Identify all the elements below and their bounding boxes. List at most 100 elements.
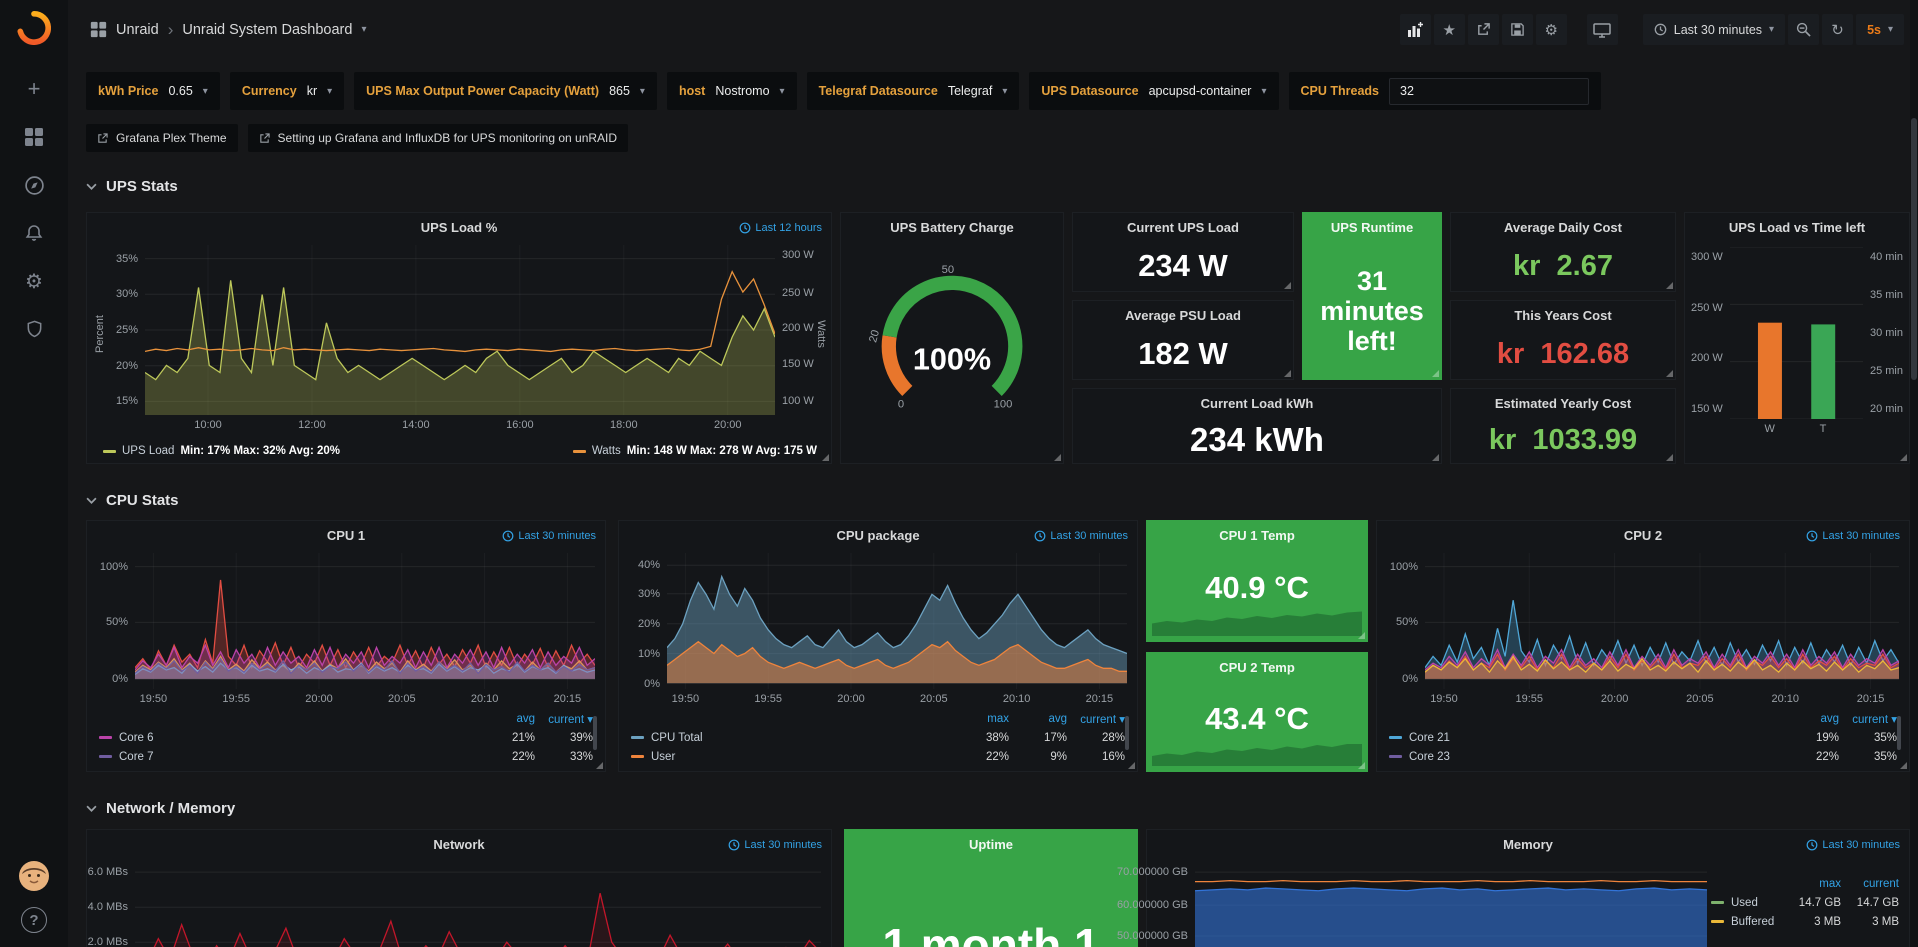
panel-time-range[interactable]: Last 30 minutes [502, 530, 596, 542]
breadcrumb-org[interactable]: Unraid [116, 21, 159, 38]
link-ups-monitoring-guide[interactable]: Setting up Grafana and InfluxDB for UPS … [247, 124, 629, 152]
legend-column-header[interactable]: max [1819, 877, 1841, 890]
legend-row[interactable]: User 22% 9% 16% [631, 747, 1125, 766]
legend-scrollbar[interactable] [593, 716, 597, 750]
sidebar-item-server-admin[interactable] [22, 317, 46, 341]
chart-legend[interactable]: avg current ▾ Core 21 19% 35% Core 23 22% 35% [1389, 709, 1901, 766]
chevron-down-icon[interactable]: ▾ [361, 24, 367, 35]
panel-title[interactable]: Average PSU Load [1125, 308, 1241, 323]
legend-row[interactable]: Used 14.7 GB 14.7 GB [1711, 893, 1899, 912]
plot-area[interactable] [667, 553, 1127, 689]
cpu-threads-input[interactable]: 32 [1389, 77, 1589, 105]
section-network-memory[interactable]: Network / Memory [86, 796, 235, 820]
plot-area[interactable] [135, 553, 595, 689]
legend-item[interactable]: UPS Load Min: 17% Max: 32% Avg: 20% [103, 445, 340, 457]
panel-title[interactable]: UPS Load vs Time left [1728, 220, 1866, 235]
panel-title[interactable]: Memory [1503, 837, 1553, 852]
variable-cpu-threads[interactable]: CPU Threads 32 [1288, 72, 1601, 110]
share-icon [1477, 23, 1490, 35]
chart-legend[interactable]: max avg current ▾ CPU Total 38% 17% 28% User 22%… [631, 709, 1129, 766]
plot-area[interactable] [1730, 247, 1863, 419]
plot-area[interactable] [145, 245, 775, 415]
legend-column-header[interactable]: avg [516, 712, 535, 725]
panel-time-range[interactable]: Last 30 minutes [1806, 530, 1900, 542]
panel-title[interactable]: UPS Battery Charge [890, 220, 1014, 235]
axis-tick: 10% [637, 647, 660, 660]
panel-title[interactable]: CPU 1 Temp [1219, 528, 1295, 543]
legend-column-header[interactable]: avg [1048, 712, 1067, 725]
section-cpu-stats[interactable]: CPU Stats [86, 488, 179, 512]
create-button[interactable]: + [22, 76, 46, 101]
variable-kwh-price[interactable]: kWh Price 0.65 ▾ [86, 72, 220, 110]
panel-title[interactable]: Network [433, 837, 485, 852]
panel-title[interactable]: Estimated Yearly Cost [1494, 396, 1632, 411]
star-button[interactable]: ★ [1433, 14, 1465, 45]
panel-title[interactable]: CPU 1 [326, 528, 366, 543]
sidebar-item-configuration[interactable]: ⚙ [22, 269, 46, 293]
save-button[interactable] [1501, 14, 1533, 45]
link-label: Grafana Plex Theme [116, 131, 227, 145]
panel-title[interactable]: Uptime [968, 837, 1014, 852]
panel-title[interactable]: Current UPS Load [1127, 220, 1239, 235]
help-button[interactable]: ? [21, 907, 47, 933]
legend-row[interactable]: Core 23 22% 35% [1389, 747, 1897, 766]
legend-row[interactable]: Core 6 21% 39% [99, 728, 593, 747]
plot-area[interactable] [135, 866, 821, 947]
time-range-picker[interactable]: Last 30 minutes ▾ [1642, 14, 1786, 45]
plot-area[interactable] [1195, 866, 1707, 947]
sidebar-item-alerting[interactable] [22, 221, 46, 245]
panel-title[interactable]: UPS Runtime [1330, 220, 1414, 235]
panel-time-range[interactable]: Last 12 hours [739, 222, 822, 234]
variable-currency[interactable]: Currency kr ▾ [229, 72, 345, 110]
panel-title[interactable]: Current Load kWh [1200, 396, 1314, 411]
refresh-button[interactable]: ↻ [1822, 14, 1854, 45]
panel-time-range[interactable]: Last 30 minutes [728, 839, 822, 851]
share-button[interactable] [1467, 14, 1499, 45]
legend-column-header[interactable]: current ▾ [1080, 713, 1125, 726]
plot-area[interactable] [1425, 553, 1899, 689]
scrollbar-thumb[interactable] [1911, 118, 1917, 380]
shield-icon [27, 320, 41, 338]
chart-legend[interactable]: avg current ▾ Core 6 21% 39% Core 7 22% 33% [99, 709, 597, 766]
panel-title[interactable]: CPU package [836, 528, 920, 543]
variable-ups-max-output[interactable]: UPS Max Output Power Capacity (Watt) 865… [354, 72, 657, 110]
panel-title[interactable]: CPU 2 [1623, 528, 1663, 543]
panel-title[interactable]: This Years Cost [1514, 308, 1612, 323]
panel-title[interactable]: UPS Load % [420, 220, 498, 235]
page-scrollbar[interactable] [1910, 0, 1918, 947]
sidebar-item-explore[interactable] [22, 173, 46, 197]
dashboard-title[interactable]: Unraid System Dashboard [182, 21, 353, 38]
sidebar-item-dashboards[interactable] [22, 125, 46, 149]
legend-column-header[interactable]: current [1863, 877, 1899, 890]
panel-header: UPS Battery Charge [841, 213, 1063, 245]
legend-row[interactable]: CPU Total 38% 17% 28% [631, 728, 1125, 747]
legend-column-header[interactable]: current ▾ [548, 713, 593, 726]
panel-title[interactable]: CPU 2 Temp [1219, 660, 1295, 675]
panel-title[interactable]: Average Daily Cost [1503, 220, 1622, 235]
legend-item[interactable]: Watts Min: 148 W Max: 278 W Avg: 175 W [572, 445, 817, 457]
legend-scrollbar[interactable] [1125, 716, 1129, 750]
refresh-interval-dropdown[interactable]: 5s ▾ [1856, 14, 1904, 45]
add-panel-button[interactable] [1399, 14, 1431, 45]
grafana-logo[interactable] [17, 11, 51, 45]
legend-column-header[interactable]: avg [1820, 712, 1839, 725]
zoom-out-button[interactable] [1788, 14, 1820, 45]
variable-host[interactable]: host Nostromo ▾ [666, 72, 797, 110]
legend-row[interactable]: Buffered 3 MB 3 MB [1711, 912, 1899, 931]
variable-ups-datasource[interactable]: UPS Datasource apcupsd-container ▾ [1029, 72, 1279, 110]
legend-row[interactable]: Core 21 19% 35% [1389, 728, 1897, 747]
user-avatar[interactable] [19, 861, 49, 891]
legend-scrollbar[interactable] [1897, 716, 1901, 750]
cycle-view-mode-button[interactable] [1586, 14, 1618, 45]
legend-row[interactable]: Core 7 22% 33% [99, 747, 593, 766]
variable-telegraf-datasource[interactable]: Telegraf Datasource Telegraf ▾ [806, 72, 1020, 110]
legend-column-header[interactable]: max [987, 712, 1009, 725]
section-ups-stats[interactable]: UPS Stats [86, 174, 178, 198]
chart-legend[interactable]: UPS Load Min: 17% Max: 32% Avg: 20% Watts M… [103, 445, 817, 457]
legend-column-header[interactable]: current ▾ [1852, 713, 1897, 726]
dashboard-settings-button[interactable]: ⚙ [1535, 14, 1567, 45]
panel-time-range[interactable]: Last 30 minutes [1806, 839, 1900, 851]
link-grafana-plex-theme[interactable]: Grafana Plex Theme [86, 124, 238, 152]
panel-time-range[interactable]: Last 30 minutes [1034, 530, 1128, 542]
chart-legend[interactable]: max current Used 14.7 GB 14.7 GB Buffered 3 MB… [1711, 874, 1899, 931]
